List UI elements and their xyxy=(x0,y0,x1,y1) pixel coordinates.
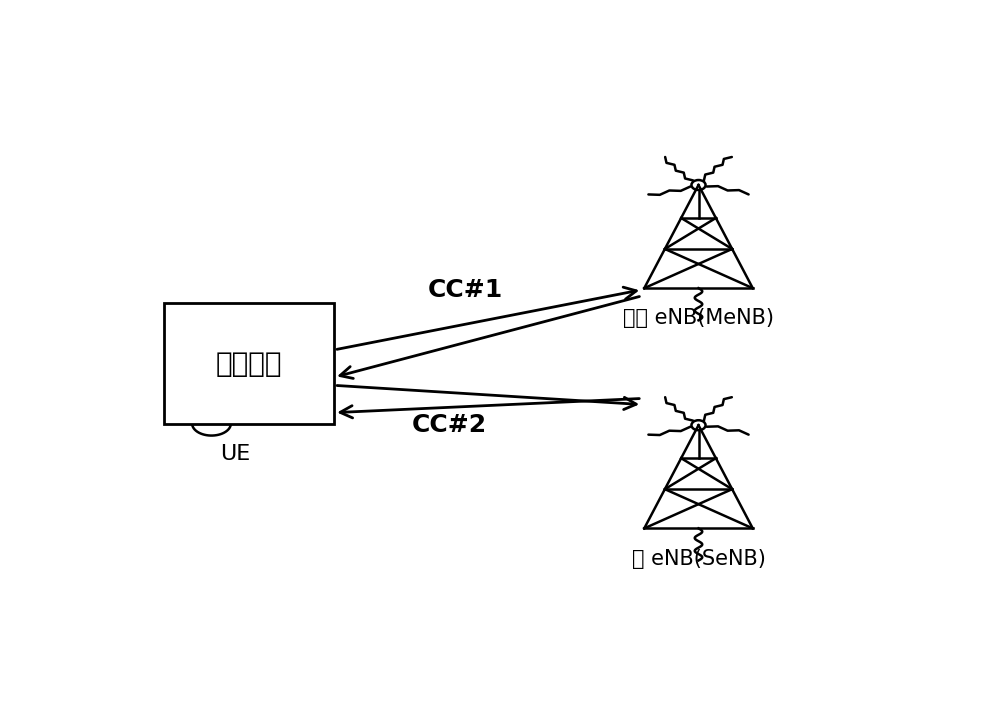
Text: 用户装置: 用户装置 xyxy=(216,350,282,377)
Text: 主管 eNB(MeNB): 主管 eNB(MeNB) xyxy=(623,308,774,328)
Text: UE: UE xyxy=(220,444,250,464)
Bar xyxy=(164,303,334,423)
Text: CC#2: CC#2 xyxy=(412,413,487,437)
Text: 副 eNB(SeNB): 副 eNB(SeNB) xyxy=(632,549,765,569)
Text: CC#1: CC#1 xyxy=(427,278,503,302)
